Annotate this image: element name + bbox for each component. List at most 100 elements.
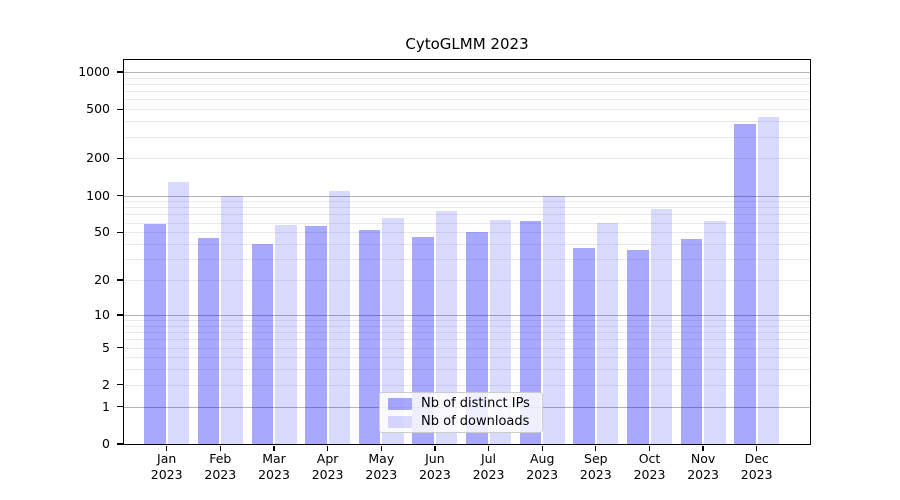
x-tick-label: Oct 2023 xyxy=(633,451,666,482)
bar-distinct-ips-mar xyxy=(251,244,273,444)
gridline-minor xyxy=(124,325,810,327)
x-tick-mark xyxy=(541,445,543,451)
y-tick-mark xyxy=(117,346,123,349)
gridline-minor xyxy=(124,207,810,209)
bar-distinct-ips-aug xyxy=(519,220,542,444)
y-tick-mark xyxy=(117,384,123,386)
bar-distinct-ips-jul xyxy=(466,232,488,444)
bar-distinct-ips-feb xyxy=(197,237,220,444)
bar-distinct-ips-sep xyxy=(573,248,595,444)
chart-title: CytoGLMM 2023 xyxy=(405,35,529,53)
y-tick-label: 1000 xyxy=(78,63,110,79)
bar-downloads-jan xyxy=(167,181,190,444)
x-tick-label: May 2023 xyxy=(365,451,398,482)
x-tick-mark xyxy=(326,445,329,451)
gridline-minor xyxy=(124,339,810,341)
bar-downloads-may xyxy=(382,217,404,444)
legend-item-distinct-ips: Nb of distinct IPs xyxy=(380,396,542,411)
gridline-minor xyxy=(124,357,810,359)
y-tick-mark xyxy=(117,406,123,408)
y-tick-mark xyxy=(117,194,123,197)
bar-downloads-dec xyxy=(757,117,780,444)
x-tick-label: Sep 2023 xyxy=(579,451,612,482)
x-tick-mark xyxy=(487,445,490,451)
gridline-minor xyxy=(124,214,810,216)
bar-distinct-ips-dec xyxy=(734,124,756,444)
x-tick-mark xyxy=(648,445,651,451)
gridline-minor xyxy=(124,347,810,349)
gridline-minor xyxy=(124,332,810,333)
bar-distinct-ips-jan xyxy=(144,224,166,444)
legend-item-downloads: Nb of downloads xyxy=(380,414,542,429)
y-tick-label: 2 xyxy=(102,376,110,392)
x-tick-mark xyxy=(756,445,758,451)
gridline-minor xyxy=(124,384,810,386)
x-tick-label: Nov 2023 xyxy=(687,451,719,482)
x-tick-label: Apr 2023 xyxy=(311,451,344,482)
y-tick-mark xyxy=(117,71,123,73)
bar-downloads-jun xyxy=(435,210,458,444)
bar-downloads-feb xyxy=(221,195,243,444)
bar-downloads-oct xyxy=(650,209,672,444)
y-tick-mark xyxy=(117,443,123,445)
gridline-minor xyxy=(124,320,810,321)
legend-swatch-downloads xyxy=(388,415,412,428)
x-tick-mark xyxy=(434,445,436,451)
x-tick-label: Jun 2023 xyxy=(418,451,451,482)
bar-distinct-ips-nov xyxy=(680,239,703,444)
gridline-minor xyxy=(124,259,810,261)
x-tick-label: Dec 2023 xyxy=(740,451,773,482)
gridline-minor xyxy=(124,83,810,85)
bar-distinct-ips-oct xyxy=(627,249,649,444)
x-tick-mark xyxy=(380,445,382,451)
x-tick-mark xyxy=(702,445,704,451)
y-tick-label: 5 xyxy=(102,339,110,355)
gridline-major xyxy=(124,71,810,73)
y-tick-mark xyxy=(117,231,123,233)
y-tick-label: 500 xyxy=(86,101,110,117)
x-tick-mark xyxy=(273,445,275,451)
bar-downloads-aug xyxy=(543,195,565,444)
gridline-minor xyxy=(124,201,810,203)
legend-swatch-ips xyxy=(388,397,412,410)
y-tick-mark xyxy=(117,108,123,110)
gridline-minor xyxy=(124,158,810,160)
bar-downloads-sep xyxy=(596,222,619,444)
bar-downloads-apr xyxy=(328,191,351,444)
x-tick-mark xyxy=(166,445,168,451)
legend-box: Nb of distinct IPs Nb of downloads xyxy=(379,392,543,433)
gridline-major xyxy=(124,195,810,197)
x-tick-mark xyxy=(595,445,597,451)
y-tick-mark xyxy=(117,157,123,160)
gridline-minor xyxy=(124,222,810,224)
gridline-minor xyxy=(124,77,810,79)
gridline-minor xyxy=(124,99,810,101)
gridline-minor xyxy=(124,244,810,245)
y-tick-mark xyxy=(117,314,123,316)
bar-distinct-ips-apr xyxy=(305,226,327,444)
x-tick-label: Aug 2023 xyxy=(526,451,559,482)
bar-downloads-jul xyxy=(489,220,511,444)
x-tick-label: Feb 2023 xyxy=(204,451,237,482)
x-tick-label: Mar 2023 xyxy=(258,451,290,482)
gridline-minor xyxy=(124,232,810,234)
y-tick-label: 20 xyxy=(94,272,110,287)
gridline-minor xyxy=(124,136,810,138)
gridline-major xyxy=(124,314,810,316)
y-tick-label: 200 xyxy=(86,150,110,166)
legend-label-distinct-ips: Nb of distinct IPs xyxy=(421,396,530,411)
y-tick-label: 10 xyxy=(94,306,110,322)
bar-distinct-ips-may xyxy=(358,230,381,444)
gridline-minor xyxy=(124,280,810,281)
x-tick-mark xyxy=(219,445,221,451)
bar-downloads-nov xyxy=(704,220,726,444)
y-tick-mark xyxy=(117,279,123,281)
gridline-minor xyxy=(124,109,810,111)
gridline-minor xyxy=(124,369,810,371)
bar-downloads-mar xyxy=(275,225,297,444)
x-tick-label: Jan 2023 xyxy=(150,451,183,482)
y-tick-label: 100 xyxy=(86,187,110,203)
x-tick-label: Jul 2023 xyxy=(472,451,505,482)
plot-area xyxy=(124,60,810,444)
